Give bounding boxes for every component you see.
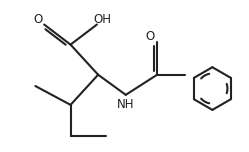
Text: OH: OH [94, 13, 112, 26]
Text: O: O [145, 30, 154, 43]
Text: O: O [34, 13, 43, 26]
Text: NH: NH [117, 98, 134, 111]
